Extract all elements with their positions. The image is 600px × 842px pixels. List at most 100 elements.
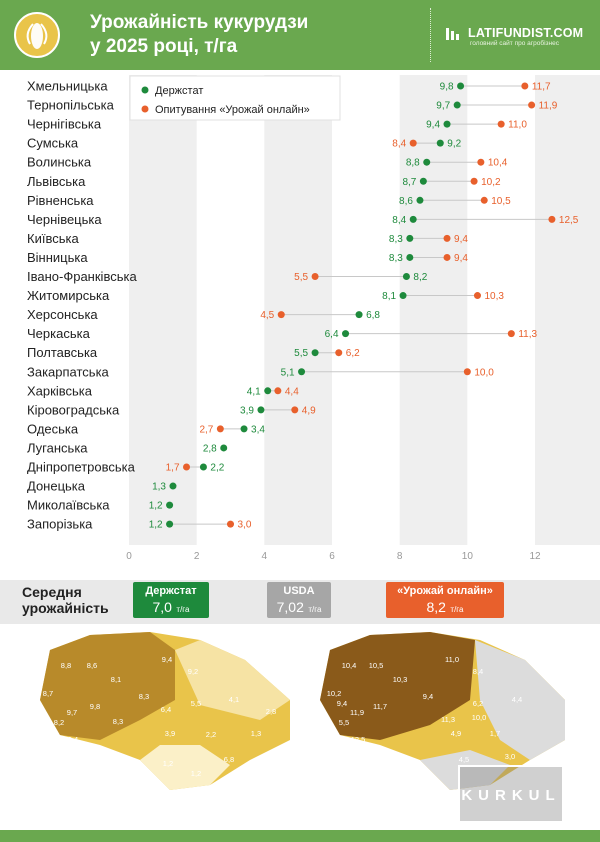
derzhstat-value-label: 9,8: [440, 82, 454, 93]
map-left-region-value: 3,9: [165, 729, 175, 738]
survey-value-label: 10,2: [481, 177, 501, 188]
map-left-region-value: 8,3: [139, 692, 149, 701]
derzhstat-value-label: 2,8: [203, 443, 217, 454]
yield-dot-plot: 0 2 4 6 8 10 12 Хмельницька 9,8 11,7 Тернопільська…: [27, 75, 600, 562]
map-left-region-value: 8,7: [43, 689, 53, 698]
map-right-region-value: 3,0: [505, 752, 515, 761]
latifundist-logo-icon: [446, 28, 459, 40]
derzhstat-value-label: 9,4: [426, 120, 440, 131]
derzhstat-point: [355, 311, 363, 319]
survey-point: [409, 139, 417, 147]
map-left-region-value: 1,2: [191, 769, 201, 778]
survey-point: [470, 177, 478, 185]
derzhstat-point: [457, 82, 465, 90]
derzhstat-value-label: 5,1: [281, 367, 295, 378]
survey-point: [507, 330, 515, 338]
kurkul-watermark: KURKUL: [458, 765, 564, 823]
derzhstat-point: [409, 215, 417, 223]
survey-point: [277, 311, 285, 319]
survey-value-label: 8,4: [392, 139, 406, 150]
avg-card-derzhstat-name: Держстат: [145, 585, 197, 597]
header-banner: Урожайність кукурудзи у 2025 році, т/га …: [0, 0, 600, 70]
x-tick-label: 8: [397, 551, 403, 562]
avg-card-usda-value: 7,02: [276, 599, 304, 615]
map-left-region-value: 6,4: [161, 705, 171, 714]
derzhstat-value-label: 8,6: [399, 196, 413, 207]
survey-value-label: 10,5: [491, 196, 511, 207]
grid-band: [535, 75, 600, 545]
derzhstat-point: [419, 177, 427, 185]
survey-point: [473, 292, 481, 300]
derzhstat-point: [166, 520, 174, 528]
map-derzhstat: [40, 632, 290, 790]
derzhstat-value-label: 8,1: [382, 291, 396, 302]
legend-box: [129, 75, 341, 121]
survey-point: [443, 253, 451, 261]
map-left-region-value: 8,3: [113, 717, 123, 726]
map-right-region-value: 10,0: [472, 713, 487, 722]
derzhstat-point: [220, 444, 228, 452]
survey-value-label: 10,0: [474, 367, 494, 378]
x-tick-label: 2: [194, 551, 200, 562]
derzhstat-value-label: 8,3: [389, 253, 403, 264]
derzhstat-point: [169, 482, 177, 490]
derzhstat-point: [399, 292, 407, 300]
survey-point: [291, 406, 299, 414]
title-line-1: Урожайність кукурудзи: [90, 12, 309, 33]
avg-card-usda-name: USDA: [283, 585, 315, 597]
map-right-region-value: 11,3: [441, 715, 455, 724]
avg-card-survey-unit: т/га: [450, 605, 464, 614]
survey-point: [335, 349, 343, 357]
x-tick-label: 6: [329, 551, 335, 562]
derzhstat-point: [311, 349, 319, 357]
brand-tagline: головний сайт про агробізнес: [470, 40, 559, 47]
map-right-region-value: 10,5: [369, 661, 384, 670]
survey-point: [497, 120, 505, 128]
survey-value-label: 4,4: [285, 386, 299, 397]
map-left-region-value: 3,4: [110, 757, 120, 766]
map-right-gray-south: [420, 750, 510, 790]
legend-marker-survey: [141, 105, 149, 113]
derzhstat-value-label: 9,7: [436, 101, 450, 112]
avg-card-survey-name: «Урожай онлайн»: [397, 585, 493, 597]
average-yield-label: Середня урожайність: [22, 584, 109, 616]
derzhstat-value-label: 4,1: [247, 386, 261, 397]
grid-band: [399, 75, 468, 545]
region-label: Волинська: [27, 155, 92, 170]
map-left-region-value: 2,2: [206, 730, 216, 739]
derzhstat-value-label: 1,2: [149, 520, 163, 531]
survey-value-label: 10,3: [484, 291, 504, 302]
derzhstat-value-label: 8,7: [402, 177, 416, 188]
avg-card-usda: USDA 7,02 т/га: [267, 582, 331, 618]
grid-band: [129, 75, 197, 545]
survey-point: [216, 425, 224, 433]
derzhstat-point: [436, 139, 444, 147]
derzhstat-value-label: 1,2: [149, 501, 163, 512]
survey-value-label: 11,0: [508, 120, 527, 131]
map-left-region-value: 8,6: [87, 661, 97, 670]
derzhstat-point: [240, 425, 248, 433]
derzhstat-point: [342, 330, 350, 338]
survey-value-label: 1,7: [166, 463, 180, 474]
map-left-region-value: 8,4: [68, 735, 78, 744]
map-value-labels: 8,8 8,6 9,4 9,2 8,7 8,1 8,3 9,7 9,8 6,4 5,5 4,1 2,8 5…: [28, 655, 522, 778]
map-right-gray-east: [475, 640, 565, 760]
map-left-region-value: 9,7: [67, 708, 77, 717]
map-left-region-value: 8,2: [54, 718, 64, 727]
derzhstat-value-label: 3,9: [240, 405, 254, 416]
survey-point: [528, 101, 536, 109]
map-right-region-value: 9,4: [423, 692, 433, 701]
grid-band: [264, 75, 332, 545]
derzhstat-value-label: 2,2: [210, 463, 224, 474]
page-title: Урожайність кукурудзи у 2025 році, т/га: [90, 11, 308, 59]
map-right-dark-west: [320, 632, 475, 740]
derzhstat-value-label: 8,2: [413, 272, 427, 283]
survey-value-label: 11,7: [532, 82, 551, 93]
survey-value-label: 9,4: [454, 234, 468, 245]
survey-point: [227, 520, 234, 528]
derzhstat-value-label: 1,3: [152, 482, 166, 493]
x-tick-label: 4: [262, 551, 268, 562]
title-line-2: у 2025 році, т/га: [90, 36, 238, 57]
derzhstat-value-label: 8,8: [406, 158, 420, 169]
avg-card-survey-value: 8,2: [426, 599, 446, 615]
